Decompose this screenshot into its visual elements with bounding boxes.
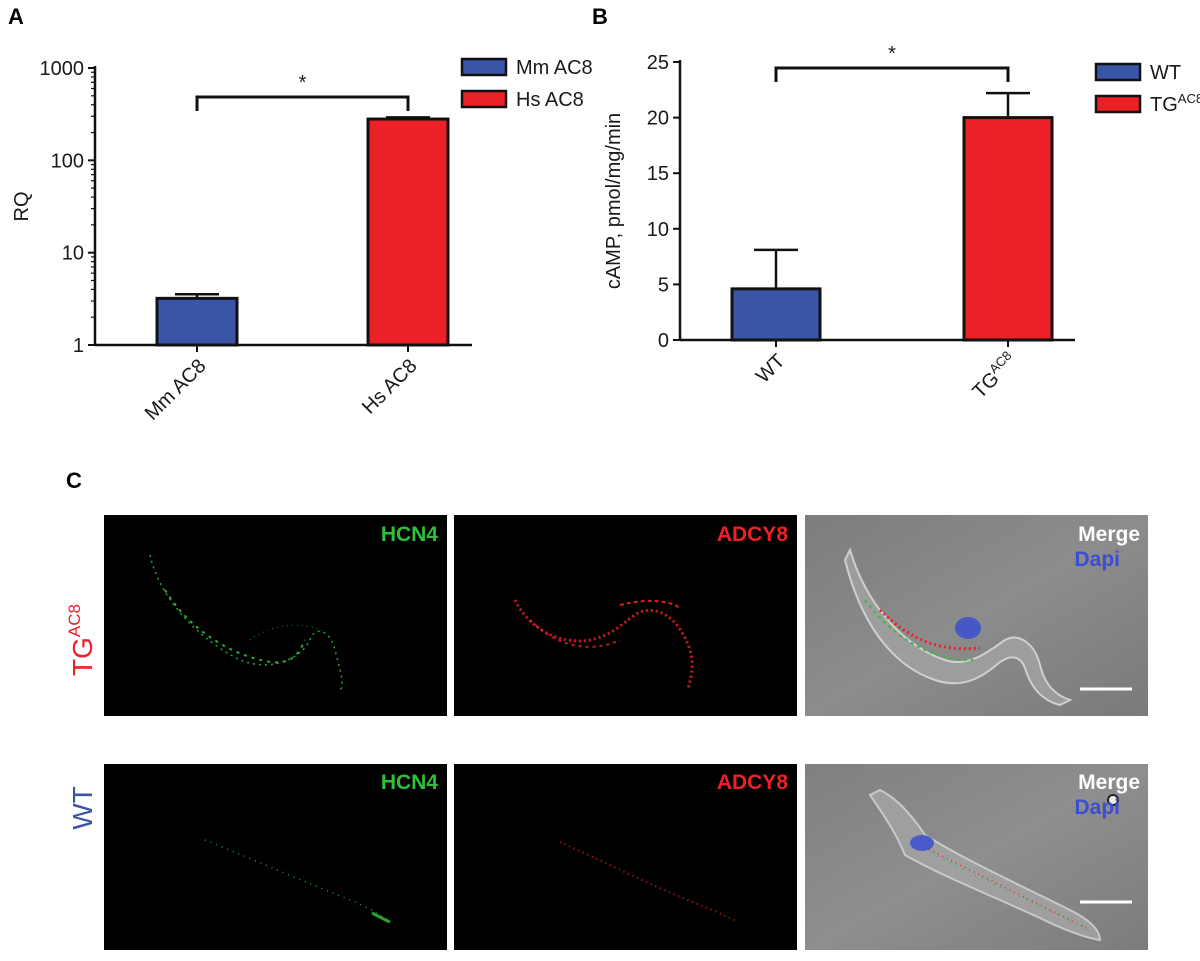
legend-swatch [1094,62,1142,82]
y-axis-label: RQ [11,192,33,222]
micrograph-tg-adcy8: ADCY8 [454,515,797,716]
hcn4-label: HCN4 [381,523,438,546]
legend-label: Mm AC8 [516,57,593,79]
micrograph-wt-hcn4: HCN4 [104,764,447,950]
legend-swatch [1094,94,1142,114]
micrograph-wt-adcy8: ADCY8 [454,764,797,950]
significance-bracket [774,66,1010,82]
legend-label: TGAC8 [1150,91,1200,116]
row-label-wt: WT [67,786,98,830]
x-tick-label: TGAC8 [966,348,1021,403]
merge-label: Merge [1078,523,1140,546]
legend-label: Hs AC8 [516,89,584,111]
micrograph-tg-hcn4: HCN4 [104,515,447,716]
y-tick-label: 15 [647,163,669,185]
dapi-label-wt: Dapi [1074,796,1120,819]
micrograph-wt-merge: Merge Dapi [805,764,1148,950]
chart-a: 1 10 100 1000 RQ Mm AC8 Hs AC8 * Mm AC8 Hs AC8 [11,57,593,425]
bar [962,116,1054,342]
adcy8-label-wt: ADCY8 [717,771,789,794]
panel-label-a: A [8,4,24,29]
y-tick-label: 25 [647,52,669,74]
panel-label-c: C [66,468,82,493]
micrograph-tg-merge: Merge Dapi [805,515,1148,716]
y-tick-label: 100 [51,150,84,172]
x-tick-label: Mm AC8 [141,355,211,425]
dapi-label: Dapi [1074,548,1120,571]
significance-bracket [195,95,410,111]
y-tick-label: 5 [658,274,669,296]
merge-label-wt: Merge [1078,771,1140,794]
y-tick-label: 10 [62,243,84,265]
panel-label-b: B [592,4,608,29]
row-label-tg: TGAC8 [65,604,98,676]
x-tick-label: WT [752,350,790,388]
legend-swatch [460,89,508,109]
significance-marker: * [888,43,896,65]
chart-b: 0 5 10 15 20 25 cAMP, pmol/mg/min WT TGAC8 * WT TGA… [603,43,1200,403]
x-tick-label: Hs AC8 [358,355,422,419]
adcy8-label: ADCY8 [717,523,789,546]
legend-label: WT [1150,62,1181,84]
y-tick-label: 10 [647,219,669,241]
legend-swatch [460,57,508,77]
hcn4-label-wt: HCN4 [381,771,438,794]
bar [366,117,450,347]
bar [155,296,239,347]
y-tick-label: 20 [647,108,669,130]
y-tick-label: 0 [658,330,669,352]
y-tick-label: 1000 [40,58,85,80]
y-axis-label: cAMP, pmol/mg/min [603,113,625,289]
significance-marker: * [299,72,307,94]
y-tick-label: 1 [73,335,84,357]
bar [730,287,822,342]
